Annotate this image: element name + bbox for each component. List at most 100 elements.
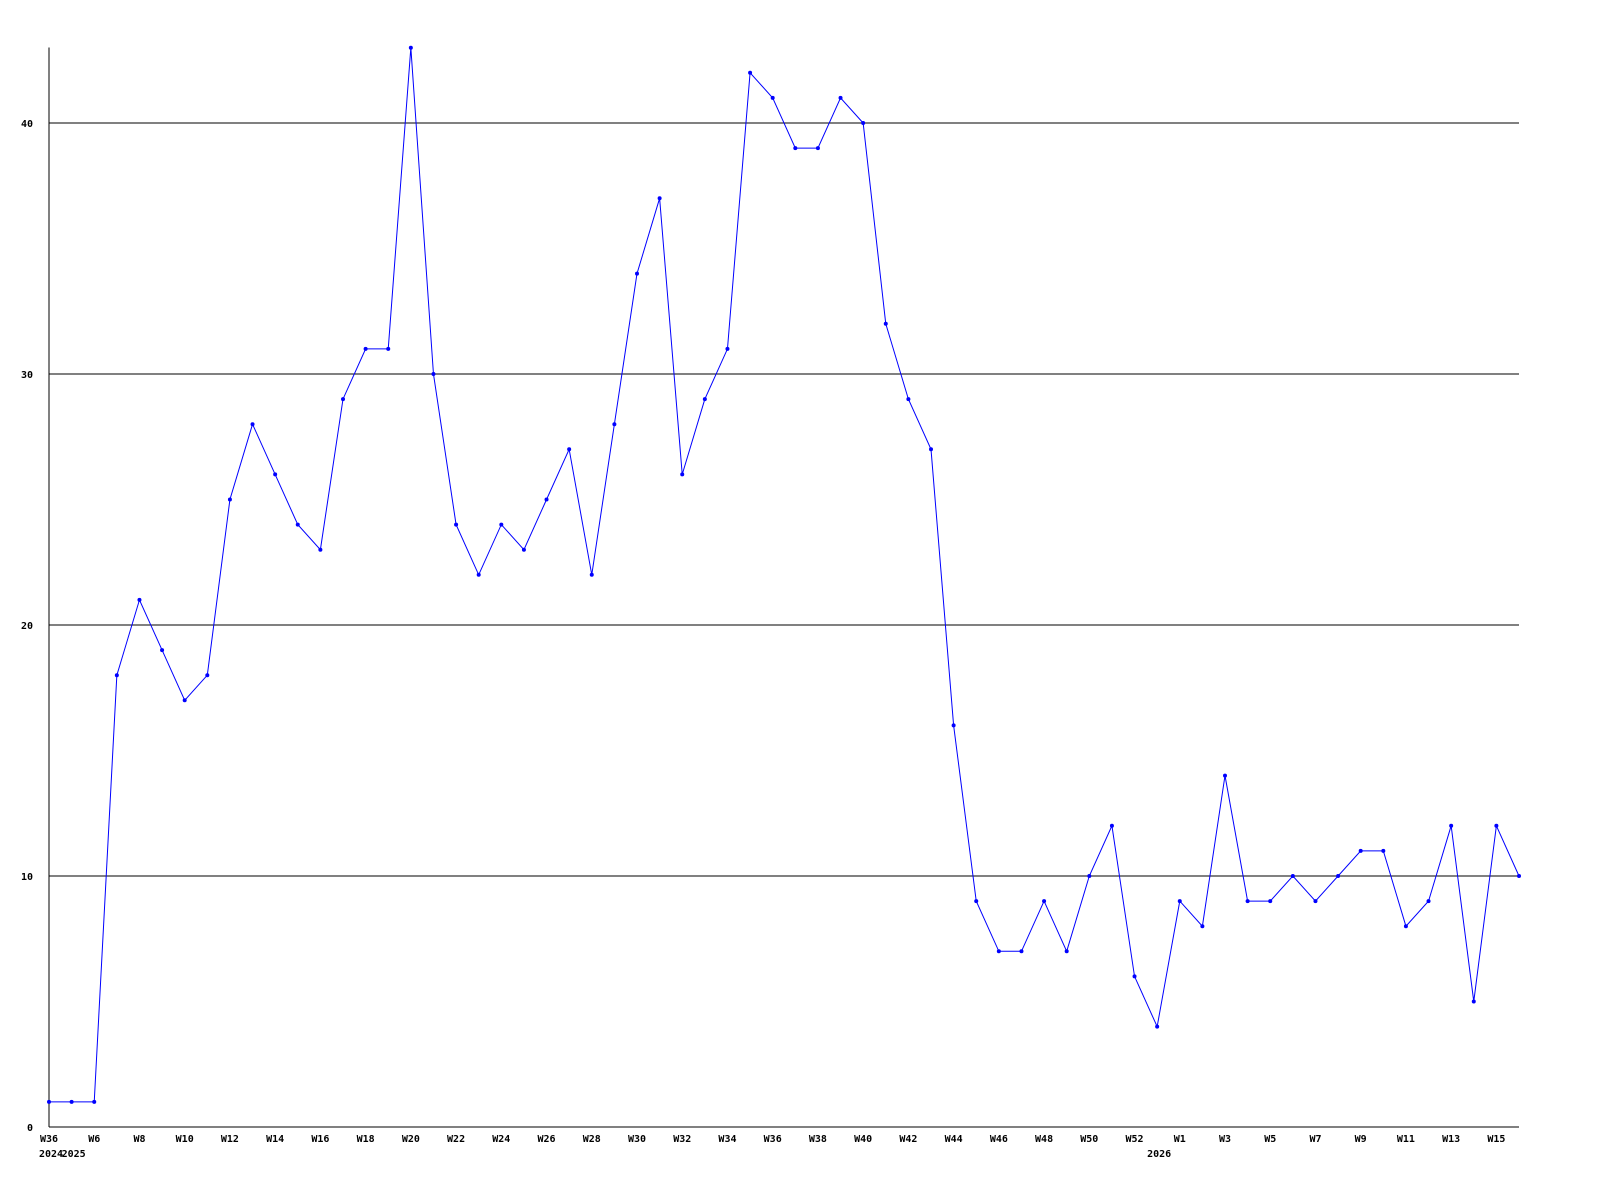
x-tick-label: W42 [899, 1134, 917, 1145]
x-tick-label: W28 [583, 1134, 601, 1145]
data-point [1426, 899, 1431, 904]
data-point [929, 447, 933, 452]
x-tick-label: W32 [673, 1134, 691, 1145]
data-point [1200, 924, 1205, 929]
x-tick-label: W38 [809, 1134, 827, 1145]
data-point [1132, 974, 1137, 979]
data-point [69, 1099, 74, 1104]
data-point [612, 422, 617, 427]
x-tick-label: W36 [764, 1134, 782, 1145]
series [47, 45, 1521, 1104]
data-point [702, 397, 707, 402]
data-point [793, 146, 798, 151]
data-point [567, 447, 572, 452]
x-tick-label: W11 [1397, 1134, 1415, 1145]
x-tick-label: W22 [447, 1134, 465, 1145]
data-point [1064, 949, 1069, 954]
data-point [114, 673, 119, 678]
x-tick-label: W15 [1487, 1134, 1505, 1145]
data-point [1313, 899, 1318, 904]
year-label: 2026 [1147, 1149, 1171, 1160]
x-axis-ticks: W36 W6 W8 W10 W12 W14 W16 W18 W20 W22 W24 W26 W28 W30… [39, 1134, 1505, 1160]
y-tick-label: 40 [21, 119, 33, 130]
x-tick-label: W30 [628, 1134, 646, 1145]
data-point [1223, 773, 1227, 778]
data-point [1268, 899, 1273, 904]
data-point [318, 547, 323, 552]
data-point [47, 1099, 51, 1104]
data-point [1019, 949, 1024, 954]
data-point [1245, 899, 1250, 904]
x-tick-label: W52 [1126, 1134, 1144, 1145]
axes [48, 47, 1519, 1128]
data-point [386, 346, 391, 351]
data-point [227, 497, 232, 502]
x-tick-label: W50 [1080, 1134, 1098, 1145]
data-point [883, 321, 888, 326]
x-tick-label: W24 [492, 1134, 510, 1145]
y-tick-label: 10 [21, 872, 33, 883]
x-tick-label: W7 [1309, 1134, 1321, 1145]
x-tick-label: W40 [854, 1134, 872, 1145]
x-tick-label: W16 [311, 1134, 329, 1145]
data-point [1290, 874, 1295, 878]
year-label: 2024 [39, 1149, 63, 1160]
data-point [951, 723, 956, 728]
data-point [974, 899, 979, 904]
data-point [680, 472, 685, 477]
data-point [1471, 999, 1476, 1004]
data-point [657, 196, 662, 201]
data-point [408, 45, 413, 50]
y-axis-ticks: 0 10 20 30 40 [21, 119, 33, 1134]
x-tick-label: W10 [176, 1134, 194, 1145]
gridlines [49, 122, 1519, 877]
data-point [725, 346, 730, 351]
data-point [1494, 823, 1499, 828]
data-point [1042, 899, 1047, 904]
data-point [1155, 1024, 1160, 1029]
data-point [160, 648, 165, 653]
data-point [1336, 874, 1341, 878]
x-tick-label: W34 [718, 1134, 736, 1145]
data-point [476, 572, 481, 577]
data-point [92, 1099, 97, 1104]
data-point [589, 572, 594, 577]
x-tick-label: W20 [402, 1134, 420, 1145]
data-point [499, 522, 504, 527]
x-tick-label: W6 [88, 1134, 100, 1145]
x-tick-label: W3 [1219, 1134, 1231, 1145]
x-tick-label: W48 [1035, 1134, 1053, 1145]
data-point [431, 372, 436, 376]
y-tick-label: 30 [21, 370, 33, 381]
x-tick-label: W46 [990, 1134, 1008, 1145]
y-tick-label: 0 [27, 1123, 33, 1134]
x-tick-label: W14 [266, 1134, 284, 1145]
data-point [295, 522, 300, 527]
x-tick-label: W26 [538, 1134, 556, 1145]
data-point [1177, 899, 1182, 904]
data-point [521, 547, 526, 552]
data-point [363, 346, 368, 351]
data-point [341, 397, 345, 402]
year-label: 2025 [62, 1149, 86, 1160]
x-tick-label: W12 [221, 1134, 239, 1145]
x-tick-label: W13 [1442, 1134, 1460, 1145]
data-point [1087, 874, 1092, 878]
data-point [1109, 823, 1114, 828]
y-tick-label: 20 [21, 621, 33, 632]
data-point [996, 949, 1001, 954]
data-point [1403, 924, 1408, 929]
data-point [1358, 848, 1363, 853]
data-point [137, 597, 142, 602]
data-point [1517, 874, 1521, 878]
data-point [770, 95, 775, 100]
x-tick-label: W1 [1174, 1134, 1186, 1145]
data-point [250, 422, 255, 427]
data-point [748, 70, 753, 75]
x-tick-label: W18 [357, 1134, 375, 1145]
x-tick-label: W36 [40, 1134, 58, 1145]
data-point [861, 121, 866, 125]
series-line [49, 47, 1520, 1103]
data-point [273, 472, 278, 477]
